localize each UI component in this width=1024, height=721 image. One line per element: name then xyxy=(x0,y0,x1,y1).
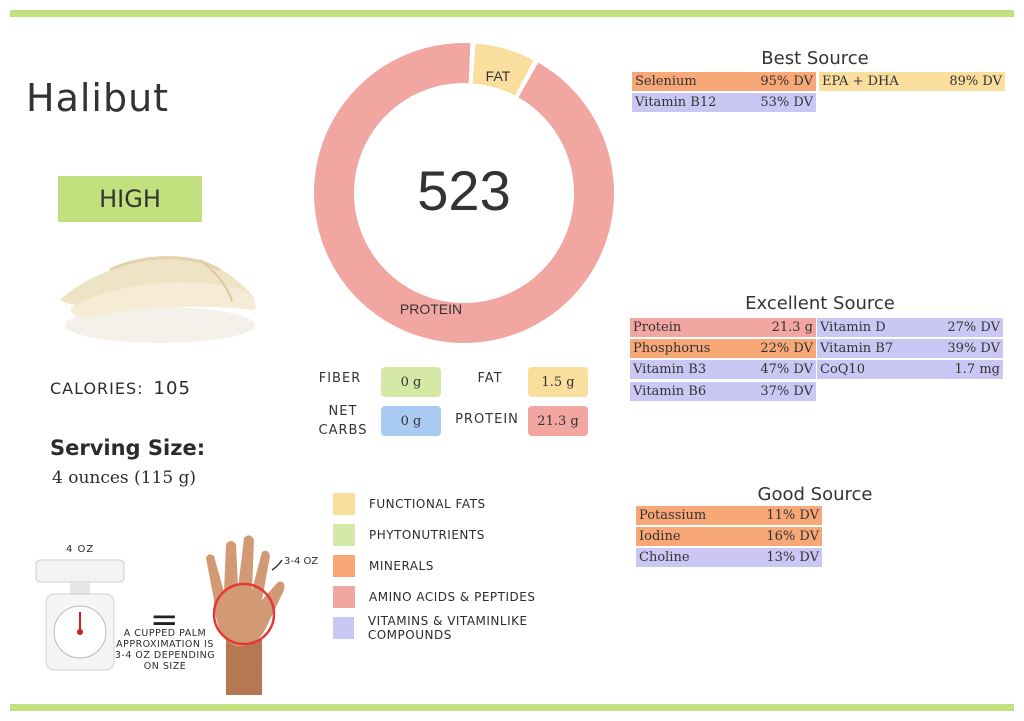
nutrient-name: Potassium xyxy=(639,508,707,523)
best-source-title: Best Source xyxy=(761,48,869,69)
net-carbs-value: 0 g xyxy=(381,406,441,436)
donut-segment-fat xyxy=(472,43,534,96)
nutrient-name: Vitamin D xyxy=(820,320,886,335)
excellent-source-title: Excellent Source xyxy=(745,293,895,314)
nutrient-name: Choline xyxy=(639,550,690,565)
nutrient-value: 1.7 mg xyxy=(954,362,1000,377)
nutrient-value: 37% DV xyxy=(760,384,813,399)
donut-label-protein: PROTEIN xyxy=(400,301,462,317)
nutrient-name: Vitamin B3 xyxy=(633,362,707,377)
nutrient-name: Vitamin B7 xyxy=(820,341,894,356)
kitchen-scale-icon xyxy=(35,559,125,671)
fiber-value: 0 g xyxy=(381,367,441,397)
calories-value: 105 xyxy=(153,378,191,399)
food-title: Halibut xyxy=(26,76,170,120)
legend-label: VITAMINS & VITAMINLIKE COMPOUNDS xyxy=(367,613,528,642)
nutrient-value: 53% DV xyxy=(760,95,813,110)
nutrient-value: 21.3 g xyxy=(771,320,813,335)
donut-center-value: 523 xyxy=(417,159,510,222)
nutrient-row-phosphorus: Phosphorus 22% DV xyxy=(630,339,816,358)
nutrient-row-epa-dha: EPA + DHA 89% DV xyxy=(819,72,1005,91)
nutrient-row-selenium: Selenium 95% DV xyxy=(632,72,816,91)
nutrient-value: 11% DV xyxy=(766,508,819,523)
fat-label: FAT xyxy=(477,371,503,386)
nutrient-name: Phosphorus xyxy=(633,341,711,356)
nutrient-value: 89% DV xyxy=(949,74,1002,89)
nutrient-row-vitamin-b3: Vitamin B3 47% DV xyxy=(630,360,816,379)
nutrient-row-potassium: Potassium 11% DV xyxy=(636,506,822,525)
top-accent-bar xyxy=(10,10,1014,17)
nutrient-name: Vitamin B6 xyxy=(633,384,707,399)
nutrient-name: Iodine xyxy=(639,529,681,544)
nutrient-name: Protein xyxy=(633,320,682,335)
legend-swatch-yellow xyxy=(333,492,355,515)
equals-sign: = xyxy=(150,600,179,640)
nutrient-value: 95% DV xyxy=(760,74,813,89)
serving-size-label: Serving Size: xyxy=(50,436,206,460)
nutrient-name: EPA + DHA xyxy=(822,74,899,89)
legend-swatch-pink xyxy=(333,585,355,608)
nutrient-row-iodine: Iodine 16% DV xyxy=(636,527,822,546)
legend-item: FUNCTIONAL FATS xyxy=(333,488,603,519)
legend-swatch-orange xyxy=(333,554,355,577)
nutrient-density-badge: HIGH xyxy=(58,176,202,222)
nutrient-value: 27% DV xyxy=(947,320,1000,335)
nutrient-row-vitamin-d: Vitamin D 27% DV xyxy=(817,318,1003,337)
nutrient-value: 39% DV xyxy=(947,341,1000,356)
nutrient-value: 13% DV xyxy=(766,550,819,565)
protein-value: 21.3 g xyxy=(528,406,588,436)
hand-portion-label: 3-4 OZ xyxy=(284,556,319,567)
nutrient-name: CoQ10 xyxy=(820,362,865,377)
nutrient-row-choline: Choline 13% DV xyxy=(636,548,822,567)
fiber-label: FIBER xyxy=(318,371,362,386)
serving-size-value: 4 ounces (115 g) xyxy=(52,468,197,488)
legend-label: FUNCTIONAL FATS xyxy=(369,496,486,511)
nutrient-row-vitamin-b12: Vitamin B12 53% DV xyxy=(632,93,816,112)
calorie-donut-chart: 523 FAT PROTEIN xyxy=(314,43,614,344)
nutrient-row-coq10: CoQ10 1.7 mg xyxy=(817,360,1003,379)
nutrient-name: Selenium xyxy=(635,74,697,89)
protein-label: PROTEIN xyxy=(455,412,519,427)
legend-item: PHYTONUTRIENTS xyxy=(333,519,603,550)
legend-label: MINERALS xyxy=(369,558,434,573)
good-source-title: Good Source xyxy=(757,484,873,505)
nutrient-value: 47% DV xyxy=(760,362,813,377)
cupped-hand-icon xyxy=(206,535,285,695)
fat-value: 1.5 g xyxy=(528,367,588,397)
legend-item: AMINO ACIDS & PEPTIDES xyxy=(333,581,603,612)
nutrient-name: Vitamin B12 xyxy=(635,95,717,110)
calories-label: CALORIES: xyxy=(50,379,144,398)
nutrient-value: 16% DV xyxy=(766,529,819,544)
legend-swatch-purple xyxy=(333,616,354,639)
nutrient-row-vitamin-b7: Vitamin B7 39% DV xyxy=(817,339,1003,358)
scale-label: 4 OZ xyxy=(66,544,95,555)
legend-label: PHYTONUTRIENTS xyxy=(369,527,485,542)
legend-swatch-green xyxy=(333,523,355,546)
donut-label-fat: FAT xyxy=(486,68,511,84)
legend-item: VITAMINS & VITAMINLIKE COMPOUNDS xyxy=(333,612,603,643)
legend-item: MINERALS xyxy=(333,550,603,581)
calories-row: CALORIES: 105 xyxy=(50,378,191,399)
palm-approximation-note: A CUPPED PALM APPROXIMATION IS 3-4 OZ DE… xyxy=(114,628,216,672)
legend-label: AMINO ACIDS & PEPTIDES xyxy=(369,589,536,604)
category-legend: FUNCTIONAL FATS PHYTONUTRIENTS MINERALS … xyxy=(333,488,603,643)
halibut-fillet-image xyxy=(60,256,256,343)
bottom-accent-bar xyxy=(10,704,1014,711)
nutrient-row-protein: Protein 21.3 g xyxy=(630,318,816,337)
nutrient-value: 22% DV xyxy=(760,341,813,356)
nutrient-row-vitamin-b6: Vitamin B6 37% DV xyxy=(630,382,816,401)
net-carbs-label: NET CARBS xyxy=(318,404,368,438)
